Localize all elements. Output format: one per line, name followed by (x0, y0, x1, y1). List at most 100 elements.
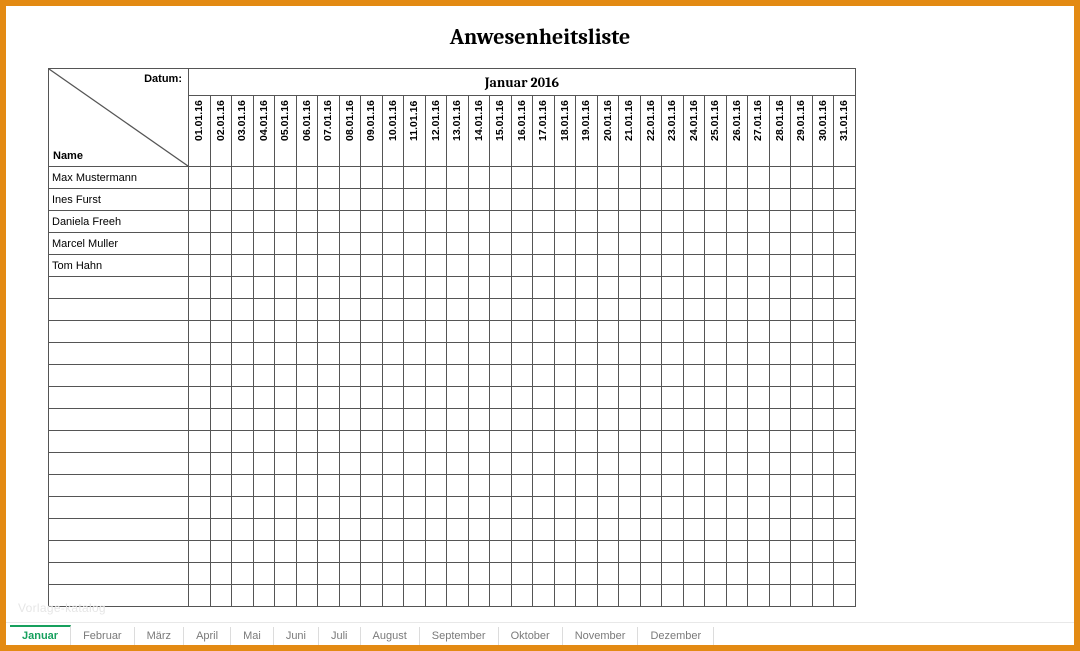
day-cell[interactable] (576, 321, 598, 343)
day-cell[interactable] (511, 453, 533, 475)
day-cell[interactable] (339, 365, 361, 387)
day-cell[interactable] (662, 431, 684, 453)
day-cell[interactable] (554, 233, 576, 255)
tab-märz[interactable]: März (135, 627, 184, 645)
day-cell[interactable] (791, 255, 813, 277)
day-cell[interactable] (812, 497, 834, 519)
day-cell[interactable] (662, 585, 684, 607)
day-cell[interactable] (769, 365, 791, 387)
day-cell[interactable] (769, 563, 791, 585)
day-cell[interactable] (253, 167, 275, 189)
day-cell[interactable] (640, 211, 662, 233)
day-cell[interactable] (748, 431, 770, 453)
day-cell[interactable] (404, 189, 426, 211)
day-cell[interactable] (318, 431, 340, 453)
day-cell[interactable] (232, 453, 254, 475)
day-cell[interactable] (748, 497, 770, 519)
day-cell[interactable] (619, 189, 641, 211)
name-cell[interactable] (49, 409, 189, 431)
day-cell[interactable] (812, 541, 834, 563)
day-cell[interactable] (382, 541, 404, 563)
day-cell[interactable] (490, 519, 512, 541)
day-cell[interactable] (425, 211, 447, 233)
day-cell[interactable] (812, 519, 834, 541)
day-cell[interactable] (253, 343, 275, 365)
day-cell[interactable] (554, 211, 576, 233)
day-cell[interactable] (253, 541, 275, 563)
day-cell[interactable] (576, 365, 598, 387)
day-cell[interactable] (425, 519, 447, 541)
day-cell[interactable] (253, 475, 275, 497)
day-cell[interactable] (834, 585, 856, 607)
day-cell[interactable] (597, 585, 619, 607)
tab-september[interactable]: September (420, 627, 499, 645)
day-cell[interactable] (619, 343, 641, 365)
day-cell[interactable] (253, 233, 275, 255)
day-cell[interactable] (640, 343, 662, 365)
day-cell[interactable] (232, 387, 254, 409)
day-cell[interactable] (791, 211, 813, 233)
day-cell[interactable] (296, 255, 318, 277)
name-cell[interactable] (49, 365, 189, 387)
day-cell[interactable] (640, 365, 662, 387)
day-cell[interactable] (447, 497, 469, 519)
day-cell[interactable] (791, 343, 813, 365)
day-cell[interactable] (210, 189, 232, 211)
day-cell[interactable] (189, 453, 211, 475)
day-cell[interactable] (662, 167, 684, 189)
day-cell[interactable] (769, 211, 791, 233)
day-cell[interactable] (404, 475, 426, 497)
tab-januar[interactable]: Januar (10, 625, 71, 645)
day-cell[interactable] (382, 189, 404, 211)
day-cell[interactable] (576, 541, 598, 563)
day-cell[interactable] (253, 453, 275, 475)
day-cell[interactable] (275, 563, 297, 585)
day-cell[interactable] (812, 167, 834, 189)
day-cell[interactable] (189, 475, 211, 497)
day-cell[interactable] (533, 321, 555, 343)
day-cell[interactable] (511, 277, 533, 299)
day-cell[interactable] (533, 167, 555, 189)
day-cell[interactable] (726, 519, 748, 541)
day-cell[interactable] (425, 299, 447, 321)
day-cell[interactable] (769, 387, 791, 409)
tab-november[interactable]: November (563, 627, 639, 645)
day-cell[interactable] (511, 475, 533, 497)
day-cell[interactable] (619, 541, 641, 563)
day-cell[interactable] (554, 519, 576, 541)
day-cell[interactable] (576, 387, 598, 409)
day-cell[interactable] (748, 167, 770, 189)
day-cell[interactable] (533, 519, 555, 541)
day-cell[interactable] (490, 211, 512, 233)
day-cell[interactable] (812, 365, 834, 387)
day-cell[interactable] (404, 563, 426, 585)
day-cell[interactable] (662, 453, 684, 475)
day-cell[interactable] (597, 519, 619, 541)
day-cell[interactable] (382, 365, 404, 387)
day-cell[interactable] (425, 563, 447, 585)
day-cell[interactable] (662, 277, 684, 299)
day-cell[interactable] (404, 365, 426, 387)
day-cell[interactable] (511, 211, 533, 233)
day-cell[interactable] (812, 343, 834, 365)
day-cell[interactable] (834, 541, 856, 563)
day-cell[interactable] (597, 167, 619, 189)
name-cell[interactable] (49, 277, 189, 299)
day-cell[interactable] (382, 409, 404, 431)
day-cell[interactable] (705, 431, 727, 453)
day-cell[interactable] (404, 233, 426, 255)
day-cell[interactable] (275, 585, 297, 607)
day-cell[interactable] (275, 387, 297, 409)
day-cell[interactable] (748, 365, 770, 387)
day-cell[interactable] (490, 453, 512, 475)
day-cell[interactable] (554, 497, 576, 519)
day-cell[interactable] (726, 409, 748, 431)
day-cell[interactable] (726, 563, 748, 585)
day-cell[interactable] (318, 167, 340, 189)
day-cell[interactable] (640, 519, 662, 541)
day-cell[interactable] (468, 431, 490, 453)
day-cell[interactable] (791, 321, 813, 343)
name-cell[interactable] (49, 453, 189, 475)
day-cell[interactable] (296, 519, 318, 541)
day-cell[interactable] (253, 409, 275, 431)
